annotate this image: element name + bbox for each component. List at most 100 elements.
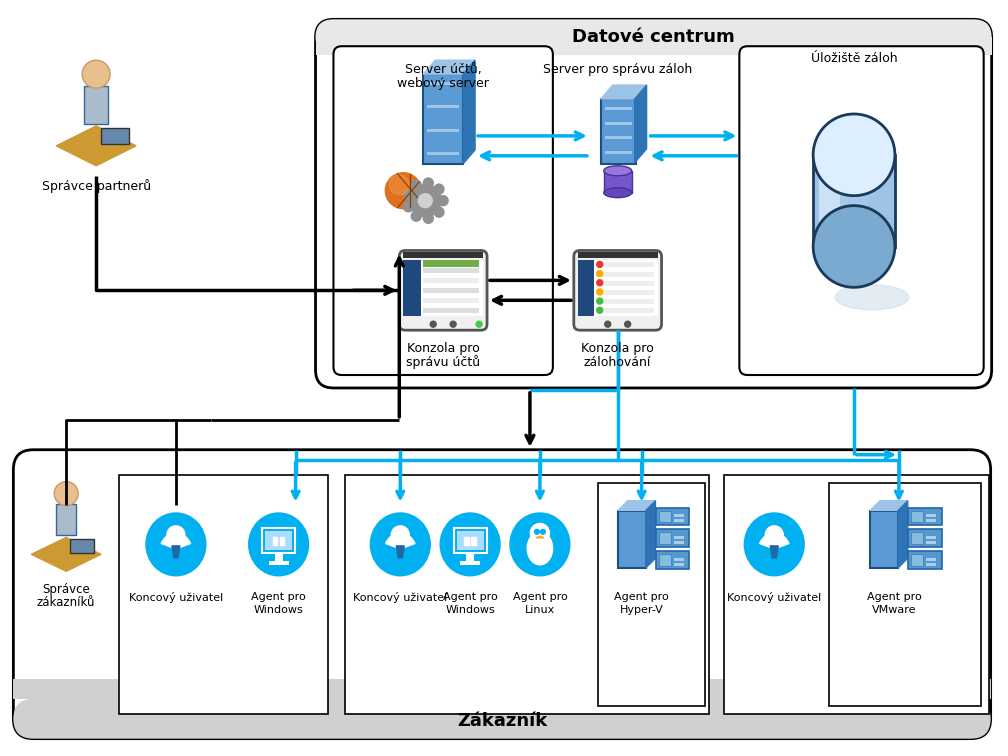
Ellipse shape — [146, 513, 206, 576]
Bar — [605, 122, 632, 125]
Bar — [673, 563, 683, 566]
Bar — [925, 515, 935, 518]
Bar — [465, 537, 469, 541]
Bar — [673, 515, 683, 518]
Polygon shape — [56, 126, 136, 166]
Text: zálohování: zálohování — [584, 355, 651, 369]
Text: Úložiště záloh: Úložiště záloh — [810, 51, 897, 65]
Polygon shape — [645, 500, 655, 569]
Bar — [269, 561, 288, 565]
Circle shape — [625, 321, 631, 327]
Text: Agent pro: Agent pro — [614, 592, 669, 603]
Bar — [596, 271, 653, 277]
Circle shape — [54, 482, 79, 506]
Polygon shape — [618, 500, 655, 510]
Bar — [870, 510, 898, 569]
Bar — [403, 260, 421, 316]
Text: Windows: Windows — [446, 605, 495, 615]
Text: zákazníků: zákazníků — [37, 596, 96, 609]
Bar — [262, 528, 295, 553]
Bar — [316, 37, 992, 55]
FancyBboxPatch shape — [334, 46, 552, 375]
Circle shape — [423, 178, 433, 188]
Text: Správce partnerů: Správce partnerů — [41, 178, 150, 193]
Text: Správce: Správce — [42, 583, 90, 596]
Bar — [427, 152, 459, 155]
Bar — [427, 105, 459, 108]
Bar — [820, 155, 868, 247]
Circle shape — [530, 523, 549, 543]
Circle shape — [438, 196, 449, 206]
Ellipse shape — [604, 187, 632, 197]
Bar — [820, 155, 840, 247]
Bar — [673, 537, 683, 539]
FancyBboxPatch shape — [316, 20, 992, 55]
Bar — [273, 537, 277, 541]
Bar — [423, 260, 479, 268]
Bar — [71, 539, 94, 553]
Circle shape — [597, 280, 603, 286]
Bar — [596, 308, 653, 313]
Ellipse shape — [370, 513, 430, 576]
Circle shape — [451, 321, 457, 327]
Polygon shape — [898, 500, 908, 569]
Bar — [119, 475, 329, 714]
Text: webový server: webový server — [397, 76, 489, 90]
Polygon shape — [635, 85, 646, 163]
Ellipse shape — [440, 513, 500, 576]
Circle shape — [534, 529, 539, 534]
Bar — [472, 541, 476, 546]
Circle shape — [597, 298, 603, 304]
Polygon shape — [770, 546, 778, 558]
Circle shape — [476, 321, 482, 327]
Circle shape — [167, 526, 184, 544]
Bar — [605, 107, 632, 110]
Bar — [578, 260, 594, 316]
Circle shape — [411, 180, 421, 190]
Bar — [725, 475, 989, 714]
Circle shape — [597, 262, 603, 268]
Text: Windows: Windows — [254, 605, 303, 615]
Bar — [658, 532, 670, 544]
Bar — [925, 559, 935, 561]
Bar — [911, 532, 923, 544]
Ellipse shape — [604, 166, 632, 175]
Bar — [655, 507, 689, 525]
FancyBboxPatch shape — [574, 250, 661, 330]
Ellipse shape — [249, 513, 308, 576]
Text: Agent pro: Agent pro — [867, 592, 921, 603]
Bar — [596, 280, 653, 286]
FancyBboxPatch shape — [13, 699, 991, 739]
Text: Koncový uživatel: Koncový uživatel — [129, 592, 223, 603]
Polygon shape — [423, 60, 475, 74]
Wedge shape — [760, 533, 789, 549]
Bar — [273, 541, 277, 546]
Text: Konzola pro: Konzola pro — [582, 342, 654, 355]
Bar — [596, 299, 653, 304]
Bar — [658, 554, 670, 566]
Circle shape — [385, 173, 421, 209]
Bar — [403, 260, 483, 316]
Bar — [280, 537, 284, 541]
Bar — [911, 554, 923, 566]
Circle shape — [597, 307, 603, 313]
Text: Server účtů,: Server účtů, — [405, 63, 482, 76]
FancyBboxPatch shape — [739, 46, 984, 375]
Bar — [454, 528, 487, 553]
Circle shape — [411, 211, 421, 222]
Ellipse shape — [836, 285, 909, 310]
Polygon shape — [396, 546, 404, 558]
Bar — [673, 541, 683, 544]
Ellipse shape — [813, 114, 895, 196]
Bar — [427, 129, 459, 132]
Bar — [423, 278, 479, 284]
Ellipse shape — [510, 513, 570, 576]
Polygon shape — [536, 536, 544, 538]
Circle shape — [434, 184, 444, 194]
Bar — [578, 253, 657, 259]
Bar — [618, 510, 645, 569]
Bar — [346, 475, 710, 714]
Bar — [925, 537, 935, 539]
Bar — [604, 171, 632, 193]
Text: Konzola pro: Konzola pro — [407, 342, 480, 355]
